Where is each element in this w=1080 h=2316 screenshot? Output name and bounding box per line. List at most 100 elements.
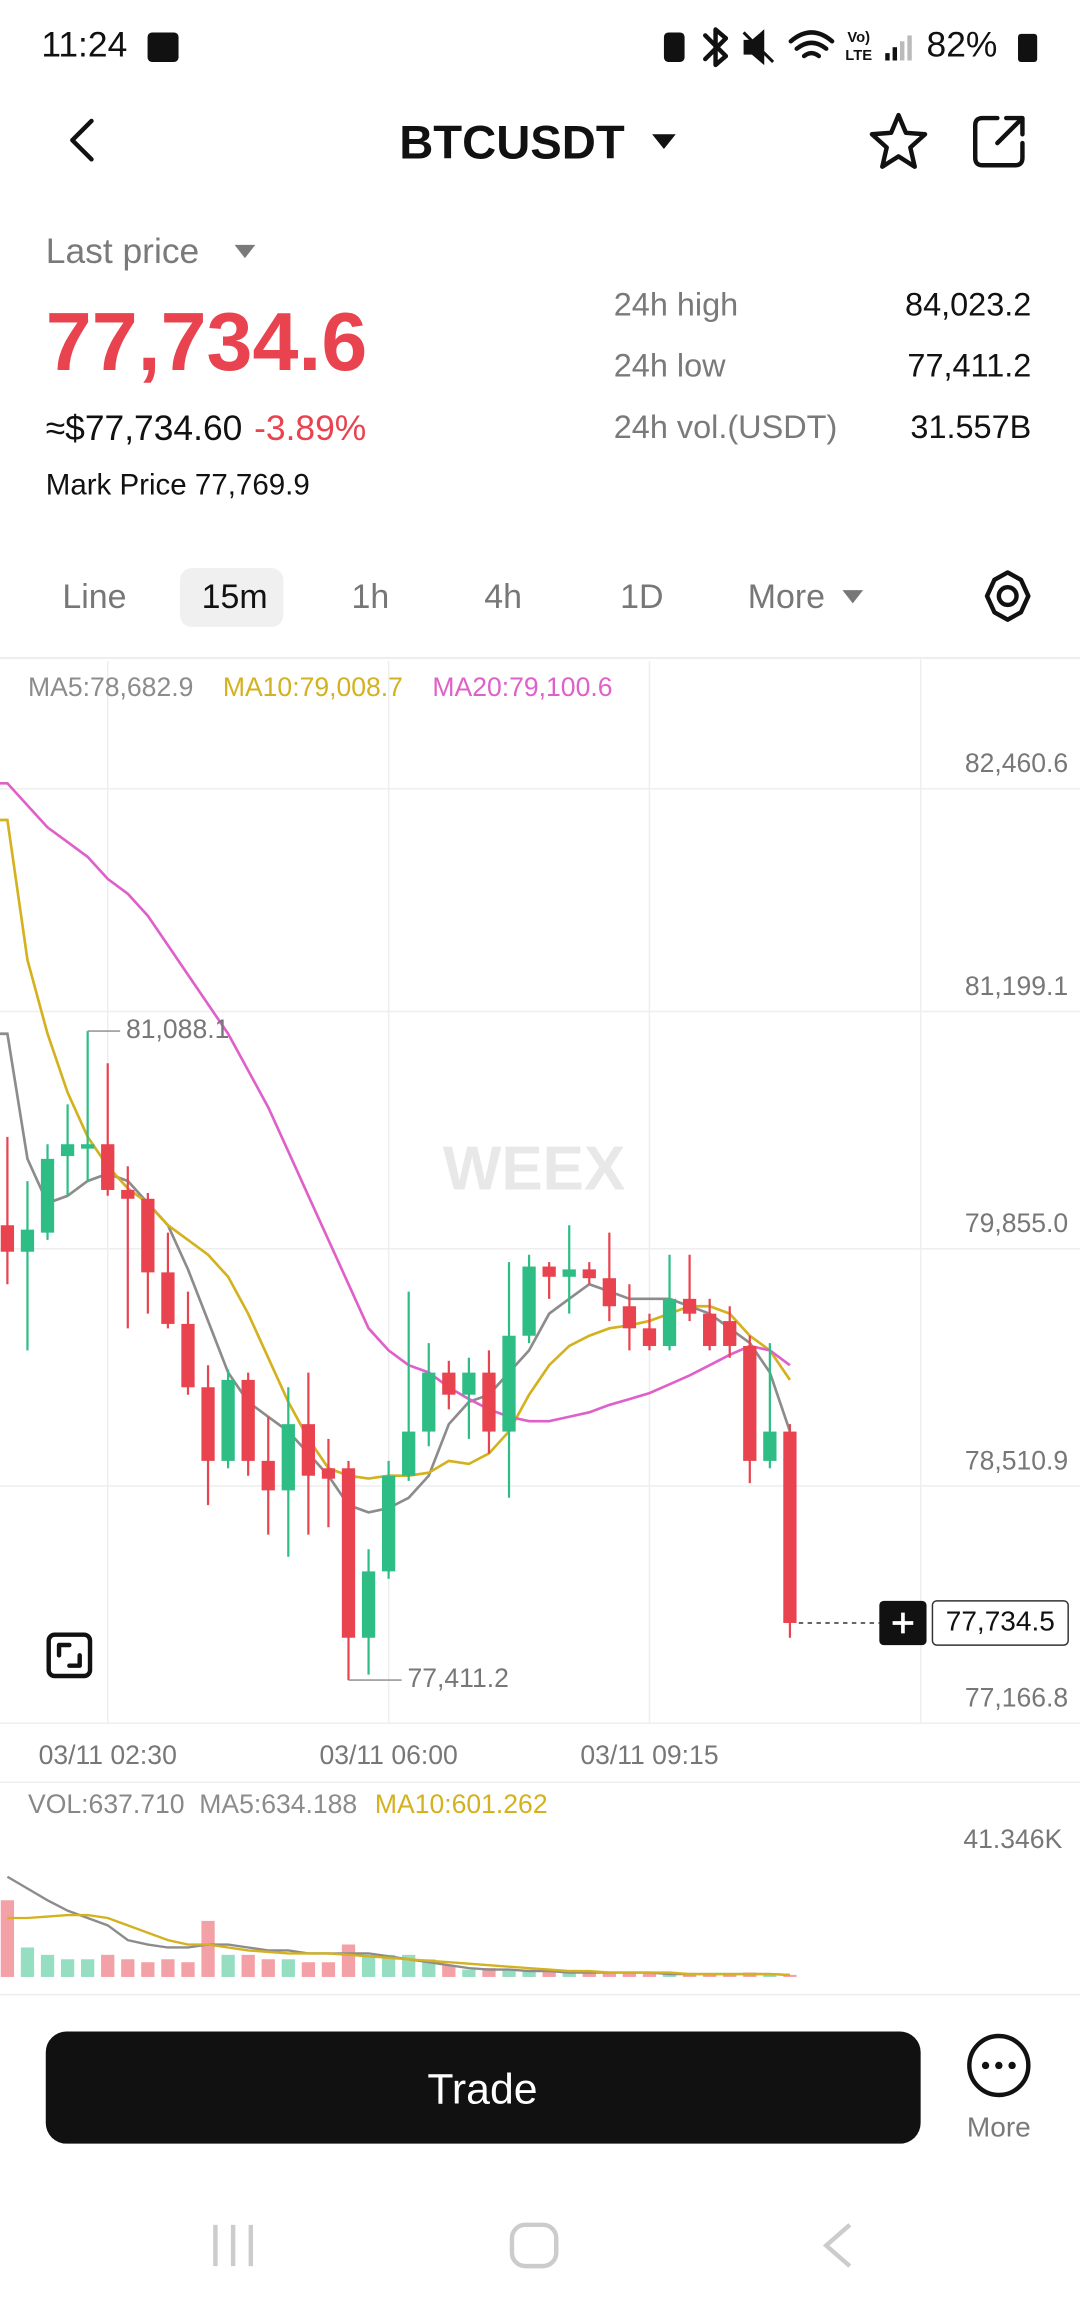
volte: LTE [845,48,872,64]
tabs: Line 15m 1h 4h 1D More [62,578,825,616]
timeframe-tab[interactable]: Line [62,578,126,616]
volume-bar [442,1965,456,1977]
timeframe-tab[interactable]: 1h [351,578,389,616]
volume-bar [81,1959,95,1977]
status-icons [663,27,835,68]
nav-home[interactable] [509,2222,559,2269]
fullscreen-button[interactable] [46,1632,93,1679]
volume-bar [261,1959,275,1977]
x-tick-label: 03/11 09:15 [580,1740,718,1770]
candle-body [442,1372,456,1395]
volume-tick-label: 41.346K [963,1824,1062,1854]
y-tick-label: 78,510.9 [965,1445,1068,1475]
timeframe-tab[interactable]: More [748,578,825,616]
volume-bar [462,1969,476,1977]
symbol-dropdown[interactable] [652,134,676,150]
candle-body [703,1313,717,1346]
volume-bar [682,1974,697,1977]
volume-bar [321,1962,336,1977]
candle-body [341,1468,356,1638]
price-usd-line: ≈$77,734.60 -3.89% [46,408,367,448]
timeframe-tab[interactable]: 1D [620,578,663,616]
timeframe-tab[interactable]: 15m [202,578,268,616]
candle-body [542,1266,556,1277]
volume-bar [703,1974,717,1977]
battery-level: 82% [927,25,998,65]
legend-entry: MA5:78,682.9 [28,672,193,702]
stat-label: 24h low [614,348,726,384]
share-button[interactable] [973,115,1025,168]
candle-body [121,1189,135,1199]
candle-body [602,1278,616,1307]
last-price-label[interactable]: Last price [46,231,199,271]
signal-icon [885,35,912,61]
legend-entry: MA10:79,008.7 [223,672,403,702]
volume-bar [522,1969,536,1977]
volume-bar [241,1954,255,1977]
active-tab-bg [180,568,284,628]
favorite-button[interactable] [869,112,928,169]
candle-body [101,1144,115,1190]
stat-value: 77,411.2 [907,348,1031,384]
settings-button[interactable] [984,570,1031,622]
volume-bar [301,1962,316,1977]
y-tick-label: 81,199.1 [965,971,1068,1001]
volume-bar [60,1959,75,1977]
volume-bar [622,1972,637,1977]
back-button[interactable] [70,118,94,162]
volume-bar [542,1971,556,1977]
candle-body [402,1431,416,1476]
volume-bar [582,1972,596,1977]
volume-bar [381,1954,396,1977]
candle-body [301,1424,316,1476]
timeframe-tab[interactable]: 4h [484,578,522,616]
candle-body [241,1379,255,1461]
volume-bar [642,1972,657,1977]
nav-recent[interactable] [213,2224,254,2267]
candle-body [261,1460,275,1491]
nav-back[interactable] [822,2223,852,2268]
candle-body [682,1298,697,1314]
trade-button[interactable] [45,2031,921,2144]
candle-body [81,1144,95,1149]
volume-bar [602,1972,616,1977]
candle-body [161,1272,175,1324]
ma-line [0,818,792,1480]
high-label: 81,088.1 [126,1014,229,1044]
candle-body [0,1225,15,1252]
last-price-tag-label: 77,734.5 [946,1605,1055,1636]
dropdown-arrow [842,590,864,604]
candle-body [40,1158,55,1233]
volume-bar [763,1974,777,1977]
trade-button-label[interactable]: Trade [427,2065,537,2113]
y-tick-label: 82,460.6 [965,748,1068,778]
candle-body [622,1306,637,1329]
last-price: 77,734.6 [46,295,368,388]
candle-body [361,1571,376,1638]
volume-ma-line [7,1913,790,1977]
volume-bar [723,1974,737,1977]
symbol-title[interactable]: BTCUSDT [399,117,625,170]
price-change: -3.89% [254,408,366,448]
stat-value: 31.557B [910,409,1031,445]
volume-bar [181,1962,195,1977]
mark-price: Mark Price 77,769.9 [46,469,310,502]
candle-body [20,1229,35,1252]
dropdown-arrow [234,244,256,259]
battery-icon [1018,33,1038,62]
status-time: 11:24 [41,25,127,65]
more-label[interactable]: More [967,2111,1031,2142]
candle-body [422,1372,436,1432]
candle-body [141,1198,155,1273]
stat-label: 24h high [614,286,738,322]
volume-bar [341,1944,356,1977]
watermark: WEEX [443,1134,625,1203]
plus-icon [892,1612,914,1634]
volume-legend: MA10:601.262 [375,1789,548,1819]
more-button[interactable] [967,2033,1031,2098]
candle-body [281,1424,295,1491]
volume-legend: VOL:637.710 [28,1789,184,1819]
usd-price: ≈$77,734.60 [46,408,243,448]
